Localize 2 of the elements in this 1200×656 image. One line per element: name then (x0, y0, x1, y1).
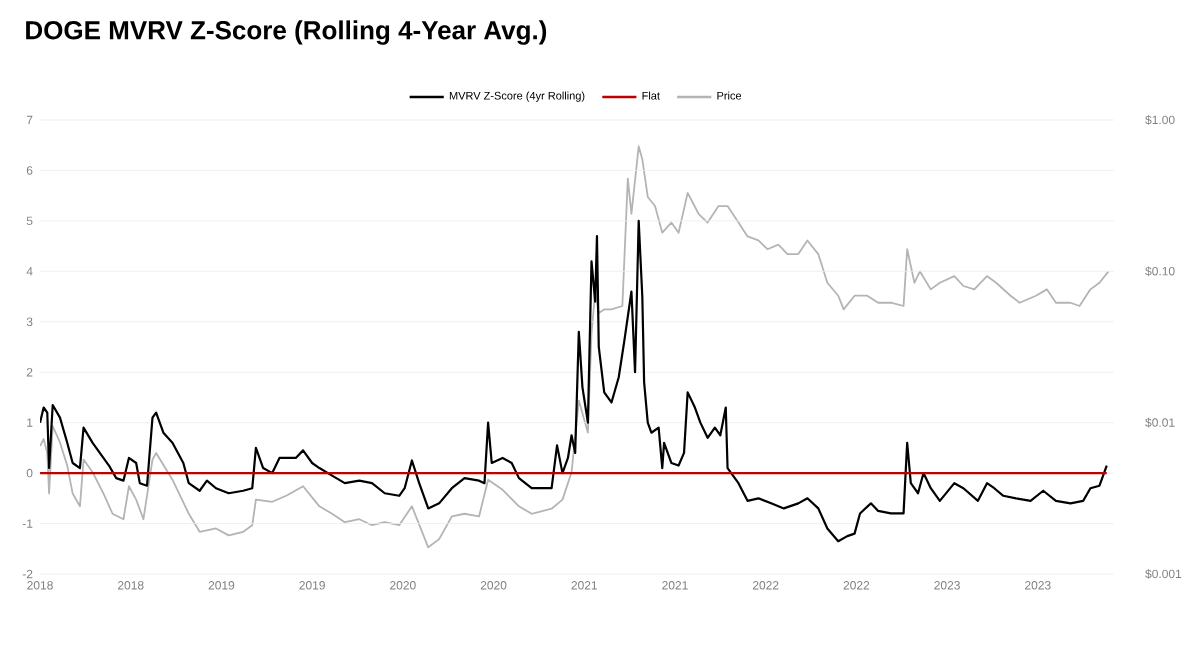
chart-title: DOGE MVRV Z-Score (Rolling 4-Year Avg.) (26, 20, 547, 45)
line-series (40, 145, 1110, 549)
